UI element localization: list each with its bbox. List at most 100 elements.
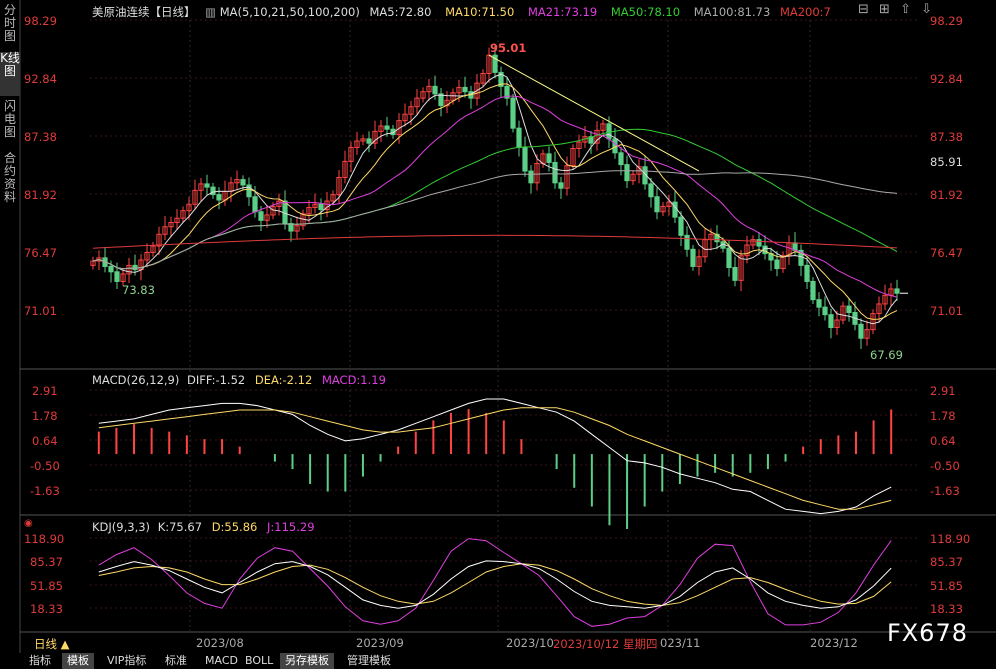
symbol-title: 美原油连续【日线】 [92, 5, 196, 19]
ma200-label: MA200:7 [779, 5, 831, 19]
candle-body [726, 247, 732, 269]
candle-body [402, 113, 408, 122]
candle-body [864, 329, 870, 339]
candle-body [570, 148, 576, 167]
candle-body [732, 267, 738, 281]
macd-label-right: 1.78 [930, 409, 956, 423]
macd-label-right: 2.91 [930, 384, 956, 398]
candle-body [690, 248, 696, 267]
price-label-right: 98.29 [930, 14, 963, 28]
ma100-label: MA100:81.73 [693, 5, 771, 19]
price-label-right: 81.92 [930, 188, 963, 202]
price-label-left: 87.38 [24, 130, 57, 144]
candle-body [366, 138, 372, 144]
candle-body [456, 86, 462, 94]
candle-body [462, 86, 468, 93]
candle-body [876, 303, 882, 315]
candle-body [618, 152, 624, 166]
candle-body [510, 97, 516, 129]
candle-body [294, 225, 300, 232]
macd-dea-line [98, 407, 892, 510]
candle-body [660, 205, 666, 213]
bottom-tab-vip[interactable]: VIP指标 [107, 654, 147, 667]
kdj-k: K:75.67 [157, 520, 203, 534]
kdj-d: D:55.86 [211, 520, 258, 534]
side-tab-kline[interactable]: K线图 [0, 52, 20, 96]
candle-body [240, 179, 246, 186]
side-tab-timeshare[interactable]: 分时图 [3, 3, 16, 43]
bottom-tab-boll[interactable]: BOLL [245, 654, 274, 667]
macd-label-left: 2.91 [32, 384, 58, 398]
candle-body [774, 259, 780, 270]
scroll-up-icon[interactable]: ⇧ [900, 2, 911, 17]
kdj-d-line [98, 563, 892, 606]
ma5-line [92, 73, 898, 325]
candle-body [564, 165, 570, 189]
candle-body [612, 138, 618, 154]
bottom-tab-save-template[interactable]: 另存模板 [280, 653, 334, 669]
bottom-tab-macd[interactable]: MACD [205, 654, 238, 667]
ma-icon[interactable]: ▥ [205, 5, 217, 19]
x-tick: 2023/08 [196, 636, 244, 650]
candle-body [534, 163, 540, 184]
kdj-label-right: 18.33 [930, 602, 963, 616]
candle-body [216, 194, 222, 201]
bottom-tab-standard[interactable]: 标准 [165, 654, 187, 667]
candle-body [840, 305, 846, 321]
kdj-label-right: 85.37 [930, 555, 963, 569]
candle-body [132, 264, 138, 271]
kdj-header: KDJ(9,3,3) K:75.67 D:55.86 J:115.29 [92, 520, 315, 534]
candle-body [870, 313, 876, 331]
candle-body [120, 273, 126, 282]
candle-body [630, 173, 636, 182]
candle-body [144, 251, 150, 261]
candle-body [360, 138, 366, 142]
candle-body [804, 264, 810, 282]
current-price-tag: 85.91 [930, 155, 963, 169]
x-tick: 2023/09 [356, 636, 404, 650]
period-label[interactable]: 日线 ▲ [34, 637, 70, 651]
kdj-label-left: 85.37 [30, 555, 63, 569]
minimize-icon[interactable]: ⊟ [858, 2, 869, 17]
bottom-tab-manage-template[interactable]: 管理模板 [347, 654, 391, 667]
macd-diff-line [98, 398, 892, 515]
restore-icon[interactable]: ⊞ [879, 2, 890, 17]
kdj-settings-icon[interactable]: ◉ [24, 518, 33, 529]
candle-body [546, 153, 552, 163]
candle-body [264, 214, 270, 221]
candle-body [168, 221, 174, 228]
x-tick: 2023/12 [810, 636, 858, 650]
candle-body [624, 164, 630, 182]
candle-body [750, 239, 756, 246]
price-label-right: 71.01 [930, 304, 963, 318]
side-tab-flash[interactable]: 闪电图 [3, 99, 16, 139]
macd-label-right: 0.64 [930, 434, 956, 448]
x-tick: 2023/10 [506, 636, 554, 650]
candle-body [162, 226, 168, 235]
candle-body [696, 256, 702, 267]
side-tab-contract-info[interactable]: 合约资料 [3, 151, 16, 204]
bottom-tab-template[interactable]: 模板 [62, 653, 94, 669]
bottom-tab-indicator[interactable]: 指标 [29, 654, 51, 667]
candle-body [846, 305, 852, 314]
candle-body [372, 130, 378, 144]
candle-body [666, 201, 672, 207]
macd-label-right: -1.63 [930, 484, 960, 498]
ma21-label: MA21:73.19 [527, 5, 598, 19]
ma-label-main: MA(5,10,21,50,100,200) [219, 5, 360, 19]
candle-body [96, 257, 102, 262]
candle-body [312, 203, 318, 208]
candle-body [156, 233, 162, 247]
candle-body [894, 288, 900, 294]
candle-body [330, 194, 336, 202]
candle-body [822, 306, 828, 316]
window-controls[interactable]: ⊟ ⊞ ⇧ ⇩ [858, 2, 932, 17]
candle-body [528, 170, 534, 184]
candle-body [450, 92, 456, 101]
scroll-down-icon[interactable]: ⇩ [921, 2, 933, 17]
kdj-label-left: 51.85 [30, 579, 63, 593]
candle-body [354, 140, 360, 148]
candle-body [108, 265, 114, 273]
low-annotation: 67.69 [870, 348, 903, 362]
